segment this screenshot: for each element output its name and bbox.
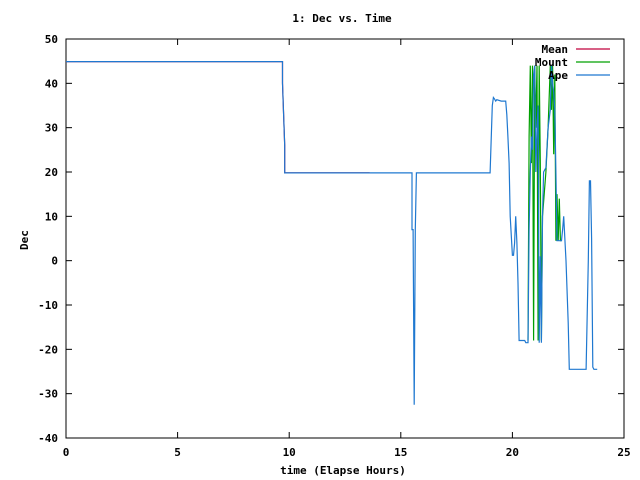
x-tick-label: 15 (394, 446, 407, 459)
x-axis-label: time (Elapse Hours) (280, 464, 406, 477)
y-tick-label: 40 (45, 77, 58, 90)
series-line-mean (66, 60, 370, 174)
x-tick-label: 10 (283, 446, 296, 459)
x-tick-label: 0 (63, 446, 70, 459)
legend-label-mount: Mount (535, 56, 568, 69)
plot-frame (65, 38, 625, 439)
x-tick-label: 25 (617, 446, 630, 459)
y-tick-label: -20 (38, 343, 58, 356)
legend-label-mean: Mean (542, 43, 569, 56)
series-line-ape (66, 60, 598, 405)
y-tick-label: 0 (51, 255, 58, 268)
series-lines (66, 60, 598, 405)
chart-title: 1: Dec vs. Time (292, 12, 392, 25)
y-tick-label: -40 (38, 432, 58, 445)
legend-label-ape: Ape (548, 69, 568, 82)
y-axis-label: Dec (18, 230, 31, 250)
axis-ticks: 0 5 10 15 20 25 -40 -30 -20 -10 0 10 20 30 40 50 (38, 33, 631, 459)
y-tick-label: -10 (38, 299, 58, 312)
y-tick-label: 10 (45, 210, 58, 223)
y-tick-label: 20 (45, 166, 58, 179)
x-tick-label: 5 (174, 446, 181, 459)
y-tick-label: 30 (45, 122, 58, 135)
y-tick-label: -30 (38, 388, 58, 401)
y-tick-label: 50 (45, 33, 58, 46)
x-tick-label: 20 (506, 446, 519, 459)
